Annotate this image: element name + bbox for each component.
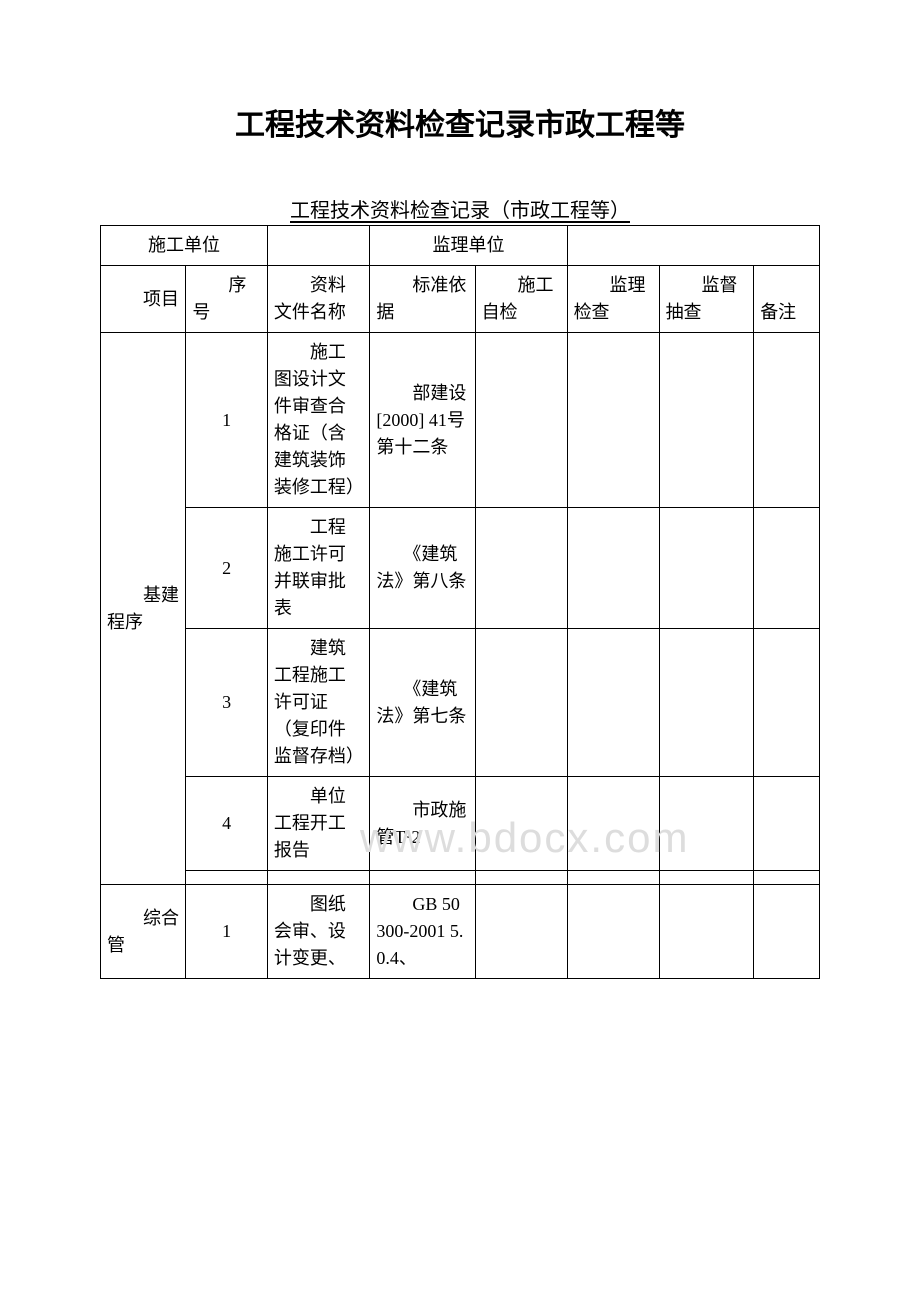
table-row: 综合管 1 图纸会审、设计变更、 GB 50300-2001 5.0.4、 bbox=[101, 885, 820, 979]
col-seq: 序号 bbox=[186, 266, 267, 333]
table-row: 2 工程施工许可并联审批表 《建筑法》第八条 bbox=[101, 508, 820, 629]
self-check-cell bbox=[475, 871, 567, 885]
col-remark: 备注 bbox=[754, 266, 820, 333]
col-docname: 资料文件名称 bbox=[267, 266, 370, 333]
table-caption: 工程技术资料检查记录（市政工程等） bbox=[100, 194, 820, 223]
docname-cell: 建筑工程施工许可证（复印件监督存档） bbox=[267, 629, 370, 777]
table-row: 4 单位工程开工报告 市政施管T·2 bbox=[101, 777, 820, 871]
supervision-unit-label: 监理单位 bbox=[370, 226, 567, 266]
docname-cell: 施工图设计文件审查合格证（含建筑装饰装修工程） bbox=[267, 333, 370, 508]
docname-cell: 单位工程开工报告 bbox=[267, 777, 370, 871]
self-check-cell bbox=[475, 777, 567, 871]
table-row: 3 建筑工程施工许可证（复印件监督存档） 《建筑法》第七条 bbox=[101, 629, 820, 777]
project-label-cell: 基建程序 bbox=[101, 333, 186, 885]
supervision-check-cell bbox=[567, 885, 659, 979]
remark-cell bbox=[754, 333, 820, 508]
construction-unit-label: 施工单位 bbox=[101, 226, 268, 266]
spot-check-cell bbox=[659, 871, 754, 885]
table-row: 基建程序 1 施工图设计文件审查合格证（含建筑装饰装修工程） 部建设[2000]… bbox=[101, 333, 820, 508]
table-column-headers: 项目 序号 资料文件名称 标准依据 施工自检 监理检查 监督抽查 备注 bbox=[101, 266, 820, 333]
document-title: 工程技术资料检查记录市政工程等 bbox=[100, 100, 820, 144]
self-check-cell bbox=[475, 508, 567, 629]
supervision-check-cell bbox=[567, 508, 659, 629]
supervision-check-cell bbox=[567, 871, 659, 885]
col-basis: 标准依据 bbox=[370, 266, 475, 333]
self-check-cell bbox=[475, 885, 567, 979]
supervision-check-cell bbox=[567, 777, 659, 871]
project-label-cell: 综合管 bbox=[101, 885, 186, 979]
seq-cell: 2 bbox=[186, 508, 267, 629]
remark-cell bbox=[754, 508, 820, 629]
remark-cell bbox=[754, 871, 820, 885]
spot-check-cell bbox=[659, 629, 754, 777]
spot-check-cell bbox=[659, 777, 754, 871]
inspection-table: 施工单位 监理单位 项目 序号 资料文件名称 标准依据 施工自检 监理检查 监督… bbox=[100, 225, 820, 979]
col-supervision-check: 监理检查 bbox=[567, 266, 659, 333]
construction-unit-value bbox=[267, 226, 370, 266]
docname-cell bbox=[267, 871, 370, 885]
col-project: 项目 bbox=[101, 266, 186, 333]
basis-cell: 《建筑法》第七条 bbox=[370, 629, 475, 777]
spot-check-cell bbox=[659, 333, 754, 508]
table-row bbox=[101, 871, 820, 885]
basis-cell bbox=[370, 871, 475, 885]
seq-cell bbox=[186, 871, 267, 885]
basis-cell: 《建筑法》第八条 bbox=[370, 508, 475, 629]
self-check-cell bbox=[475, 333, 567, 508]
col-spot-check: 监督抽查 bbox=[659, 266, 754, 333]
self-check-cell bbox=[475, 629, 567, 777]
spot-check-cell bbox=[659, 885, 754, 979]
seq-cell: 4 bbox=[186, 777, 267, 871]
seq-cell: 1 bbox=[186, 333, 267, 508]
docname-cell: 图纸会审、设计变更、 bbox=[267, 885, 370, 979]
docname-cell: 工程施工许可并联审批表 bbox=[267, 508, 370, 629]
spot-check-cell bbox=[659, 508, 754, 629]
table-header-units: 施工单位 监理单位 bbox=[101, 226, 820, 266]
basis-cell: GB 50300-2001 5.0.4、 bbox=[370, 885, 475, 979]
basis-cell: 部建设[2000] 41号第十二条 bbox=[370, 333, 475, 508]
basis-cell: 市政施管T·2 bbox=[370, 777, 475, 871]
seq-cell: 3 bbox=[186, 629, 267, 777]
col-self-check: 施工自检 bbox=[475, 266, 567, 333]
supervision-check-cell bbox=[567, 333, 659, 508]
remark-cell bbox=[754, 777, 820, 871]
supervision-check-cell bbox=[567, 629, 659, 777]
remark-cell bbox=[754, 629, 820, 777]
remark-cell bbox=[754, 885, 820, 979]
seq-cell: 1 bbox=[186, 885, 267, 979]
supervision-unit-value bbox=[567, 226, 819, 266]
